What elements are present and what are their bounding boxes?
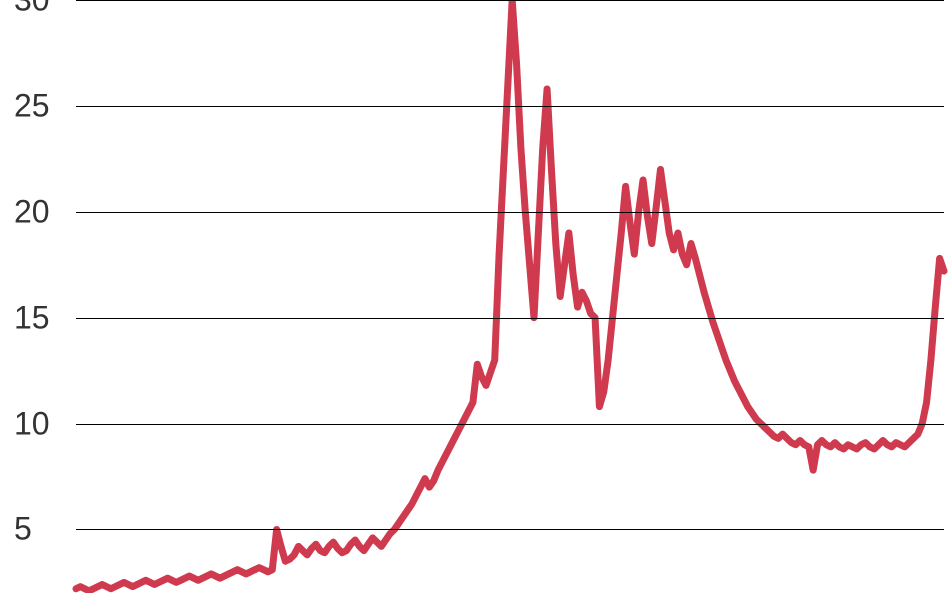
plot-area	[76, 0, 944, 593]
series-line	[76, 0, 944, 591]
y-tick-label: 25	[14, 87, 50, 124]
y-tick-label: 15	[14, 299, 50, 336]
y-tick-label: 30	[14, 0, 50, 19]
gridline	[76, 106, 944, 107]
gridline	[76, 212, 944, 213]
y-tick-label: 10	[14, 405, 50, 442]
gridline	[76, 0, 944, 1]
gridline	[76, 424, 944, 425]
y-tick-label: 20	[14, 193, 50, 230]
y-tick-label: 5	[14, 511, 32, 548]
gridline	[76, 318, 944, 319]
gridline	[76, 529, 944, 530]
line-chart: 5 10 15 20 25 30	[0, 0, 948, 593]
chart-line-layer	[76, 0, 944, 593]
